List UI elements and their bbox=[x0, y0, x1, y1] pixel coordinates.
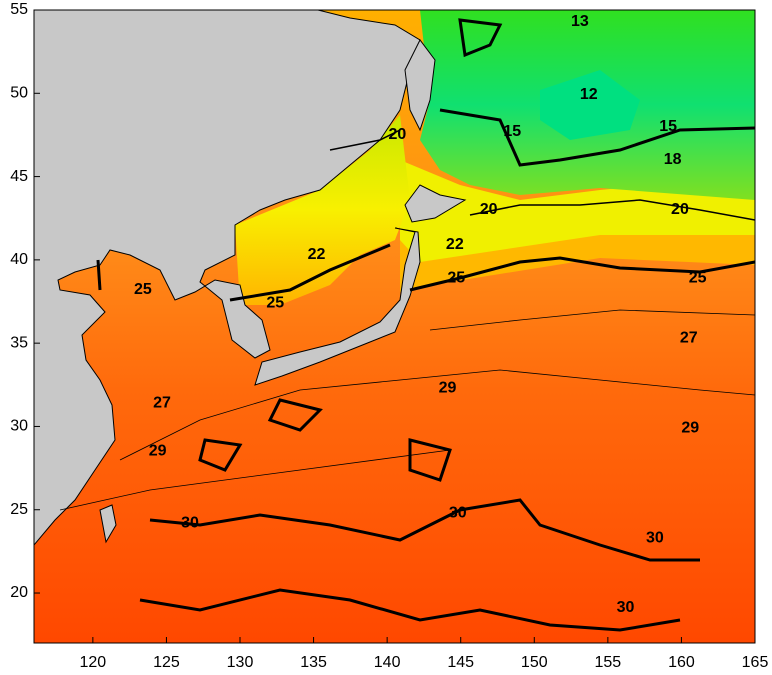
x-tick-label: 145 bbox=[447, 654, 474, 671]
contour-label: 29 bbox=[681, 419, 699, 436]
y-tick-label: 35 bbox=[10, 334, 28, 351]
y-tick-label: 45 bbox=[10, 168, 28, 185]
contour-15 bbox=[439, 18, 755, 167]
contour-labels: 13 12 15 15 18 20 20 20 22 22 25 25 25 25 27 27 29 29 29 30… bbox=[134, 13, 707, 616]
contour-label: 25 bbox=[266, 294, 284, 311]
x-tick-label: 155 bbox=[595, 654, 622, 671]
taiwan bbox=[99, 504, 117, 544]
contour-label: 20 bbox=[389, 126, 407, 143]
x-tick-label: 130 bbox=[227, 654, 254, 671]
contour-label: 22 bbox=[308, 246, 326, 263]
contour-label: 27 bbox=[680, 329, 698, 346]
contour-20 bbox=[329, 129, 755, 221]
contour-label: 30 bbox=[646, 529, 664, 546]
contour-label: 30 bbox=[617, 599, 635, 616]
contour-label: 27 bbox=[153, 394, 171, 411]
x-tick-label: 165 bbox=[742, 654, 769, 671]
y-tick-label: 50 bbox=[10, 85, 28, 102]
contour-label: 15 bbox=[503, 123, 521, 140]
contour-label: 12 bbox=[580, 86, 598, 103]
contour-label: 29 bbox=[439, 379, 457, 396]
cold-core bbox=[540, 70, 640, 140]
contour-label: 30 bbox=[449, 504, 467, 521]
contour-30 bbox=[139, 398, 700, 632]
continent bbox=[34, 10, 421, 546]
contour-label: 18 bbox=[664, 151, 682, 168]
y-tick-label: 40 bbox=[10, 251, 28, 268]
x-tick-label: 150 bbox=[521, 654, 548, 671]
contour-label: 13 bbox=[571, 13, 589, 30]
x-tick-label: 135 bbox=[300, 654, 327, 671]
contour-label: 25 bbox=[689, 269, 707, 286]
contour-label: 29 bbox=[149, 443, 167, 460]
honshu bbox=[254, 227, 421, 386]
contour-25 bbox=[96, 243, 755, 302]
y-tick-label: 55 bbox=[10, 1, 28, 18]
x-tick-label: 120 bbox=[80, 654, 107, 671]
contour-label: 25 bbox=[447, 269, 465, 286]
x-tick-label: 140 bbox=[374, 654, 401, 671]
y-tick-label: 25 bbox=[10, 501, 28, 518]
y-tick-label: 20 bbox=[10, 584, 28, 601]
x-tick-label: 160 bbox=[668, 654, 695, 671]
contour-label: 20 bbox=[671, 201, 689, 218]
contour-label: 20 bbox=[480, 201, 498, 218]
japan-sea bbox=[235, 115, 410, 305]
map-field bbox=[34, 10, 755, 643]
sakhalin bbox=[404, 39, 436, 132]
frame bbox=[33, 9, 756, 644]
contour-label: 15 bbox=[659, 118, 677, 135]
hokkaido bbox=[404, 184, 467, 223]
y-tick-label: 30 bbox=[10, 418, 28, 435]
contour-label: 30 bbox=[181, 514, 199, 531]
contour-label: 22 bbox=[446, 236, 464, 253]
x-tick-label: 125 bbox=[153, 654, 180, 671]
contour-thin bbox=[59, 309, 755, 511]
contour-label: 25 bbox=[134, 281, 152, 298]
